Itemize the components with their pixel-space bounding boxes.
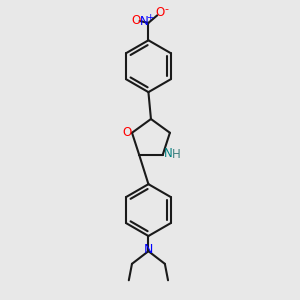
Text: O: O (122, 126, 132, 139)
Text: O: O (132, 14, 141, 28)
Text: N: N (144, 243, 153, 256)
Text: O: O (156, 6, 165, 19)
Text: +: + (146, 13, 153, 22)
Text: -: - (165, 4, 169, 14)
Text: H: H (172, 148, 180, 161)
Text: N: N (164, 147, 173, 160)
Text: N: N (140, 15, 149, 28)
